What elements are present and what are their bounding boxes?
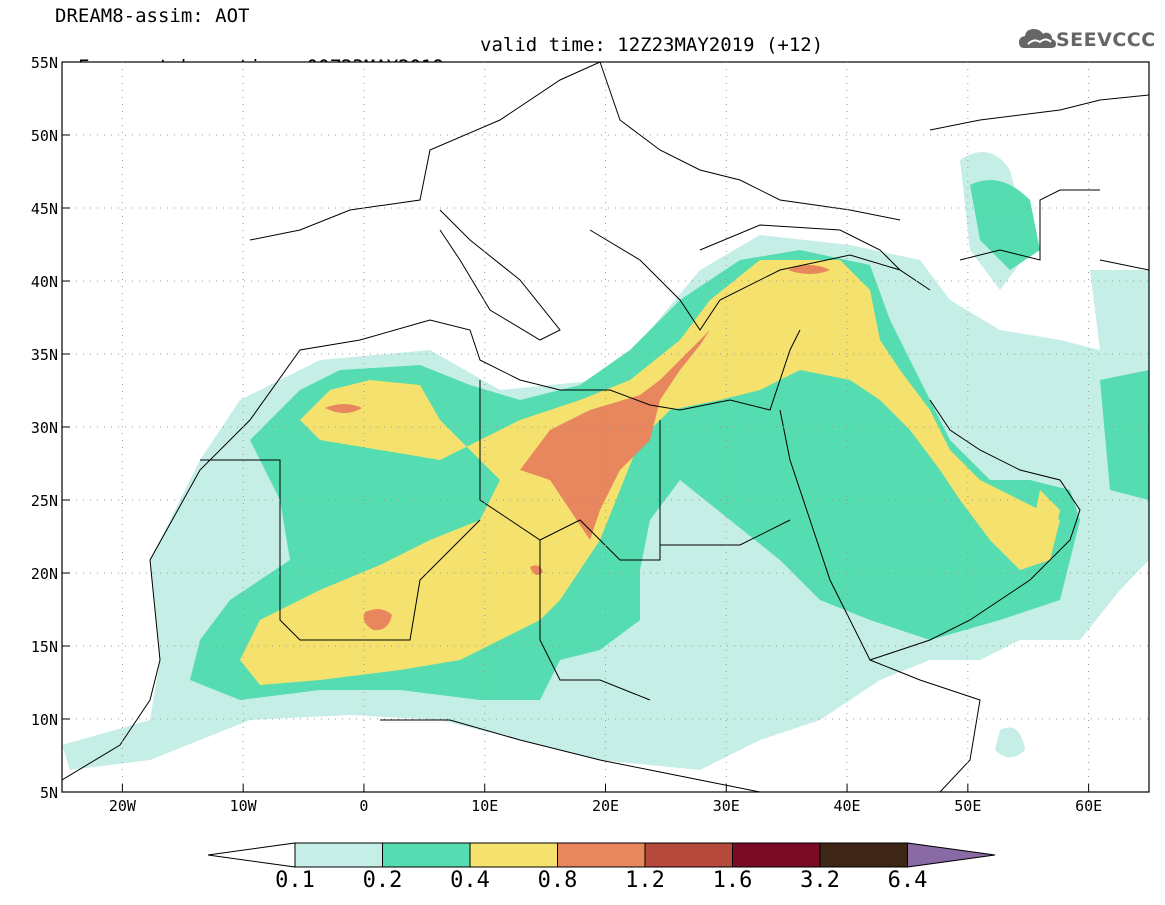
lon-label: 60E (1075, 797, 1102, 815)
lon-label: 50E (954, 797, 981, 815)
colorbar-swatch (382, 842, 471, 868)
map-title: DREAM8-assim: AOT (55, 5, 250, 27)
lat-label: 40N (31, 273, 58, 291)
colorbar-swatch (294, 842, 383, 868)
lat-label: 10N (31, 711, 58, 729)
colorbar-label: 0.1 (275, 868, 315, 893)
lat-label: 35N (31, 346, 58, 364)
colorbar-under-arrow (207, 842, 296, 868)
lon-label: 20W (109, 797, 137, 815)
lat-label: 55N (31, 54, 58, 72)
cloud-icon (1019, 29, 1056, 48)
lat-tick-labels: 55N 50N 45N 40N 35N 30N 25N 20N 15N 10N 5N (31, 54, 70, 802)
colorbar-swatch (732, 842, 821, 868)
graticule (62, 62, 1149, 792)
coastlines (62, 62, 1149, 792)
lon-label: 30E (713, 797, 740, 815)
colorbar-label: 0.2 (362, 868, 403, 893)
logo-text: SEEVCCC (1056, 29, 1156, 51)
lat-label: 30N (31, 419, 58, 437)
colorbar (207, 842, 996, 868)
lat-label: 45N (31, 200, 58, 218)
lat-label: 15N (31, 638, 58, 656)
lon-label: 10W (230, 797, 258, 815)
colorbar-over-arrow (907, 842, 996, 868)
lon-label: 20E (592, 797, 619, 815)
lat-label: 5N (40, 784, 58, 802)
lon-label: 10E (471, 797, 498, 815)
colorbar-label: 3.2 (800, 868, 840, 893)
colorbar-swatch (557, 842, 646, 868)
colorbar-label: 6.4 (887, 868, 928, 893)
aot-band-0.4 (240, 260, 1060, 685)
colorbar-label: 1.6 (712, 868, 753, 893)
aot-band-0.8 (325, 265, 830, 631)
colorbar-label: 1.2 (625, 868, 665, 893)
lon-tick-labels: 20W 10W 0 10E 20E 30E 40E 50E 60E (109, 784, 1102, 815)
colorbar-label: 0.4 (450, 868, 490, 893)
lon-label: 40E (834, 797, 861, 815)
colorbar-swatch (819, 842, 908, 868)
lat-label: 50N (31, 127, 58, 145)
valid-time-text: valid time: 12Z23MAY2019 (+12) (480, 34, 824, 56)
lat-label: 25N (31, 492, 58, 510)
lon-label: 0 (359, 797, 368, 815)
colorbar-swatch (469, 842, 558, 868)
lat-label: 20N (31, 565, 58, 583)
colorbar-swatch (644, 842, 733, 868)
colorbar-label: 0.8 (537, 868, 578, 893)
